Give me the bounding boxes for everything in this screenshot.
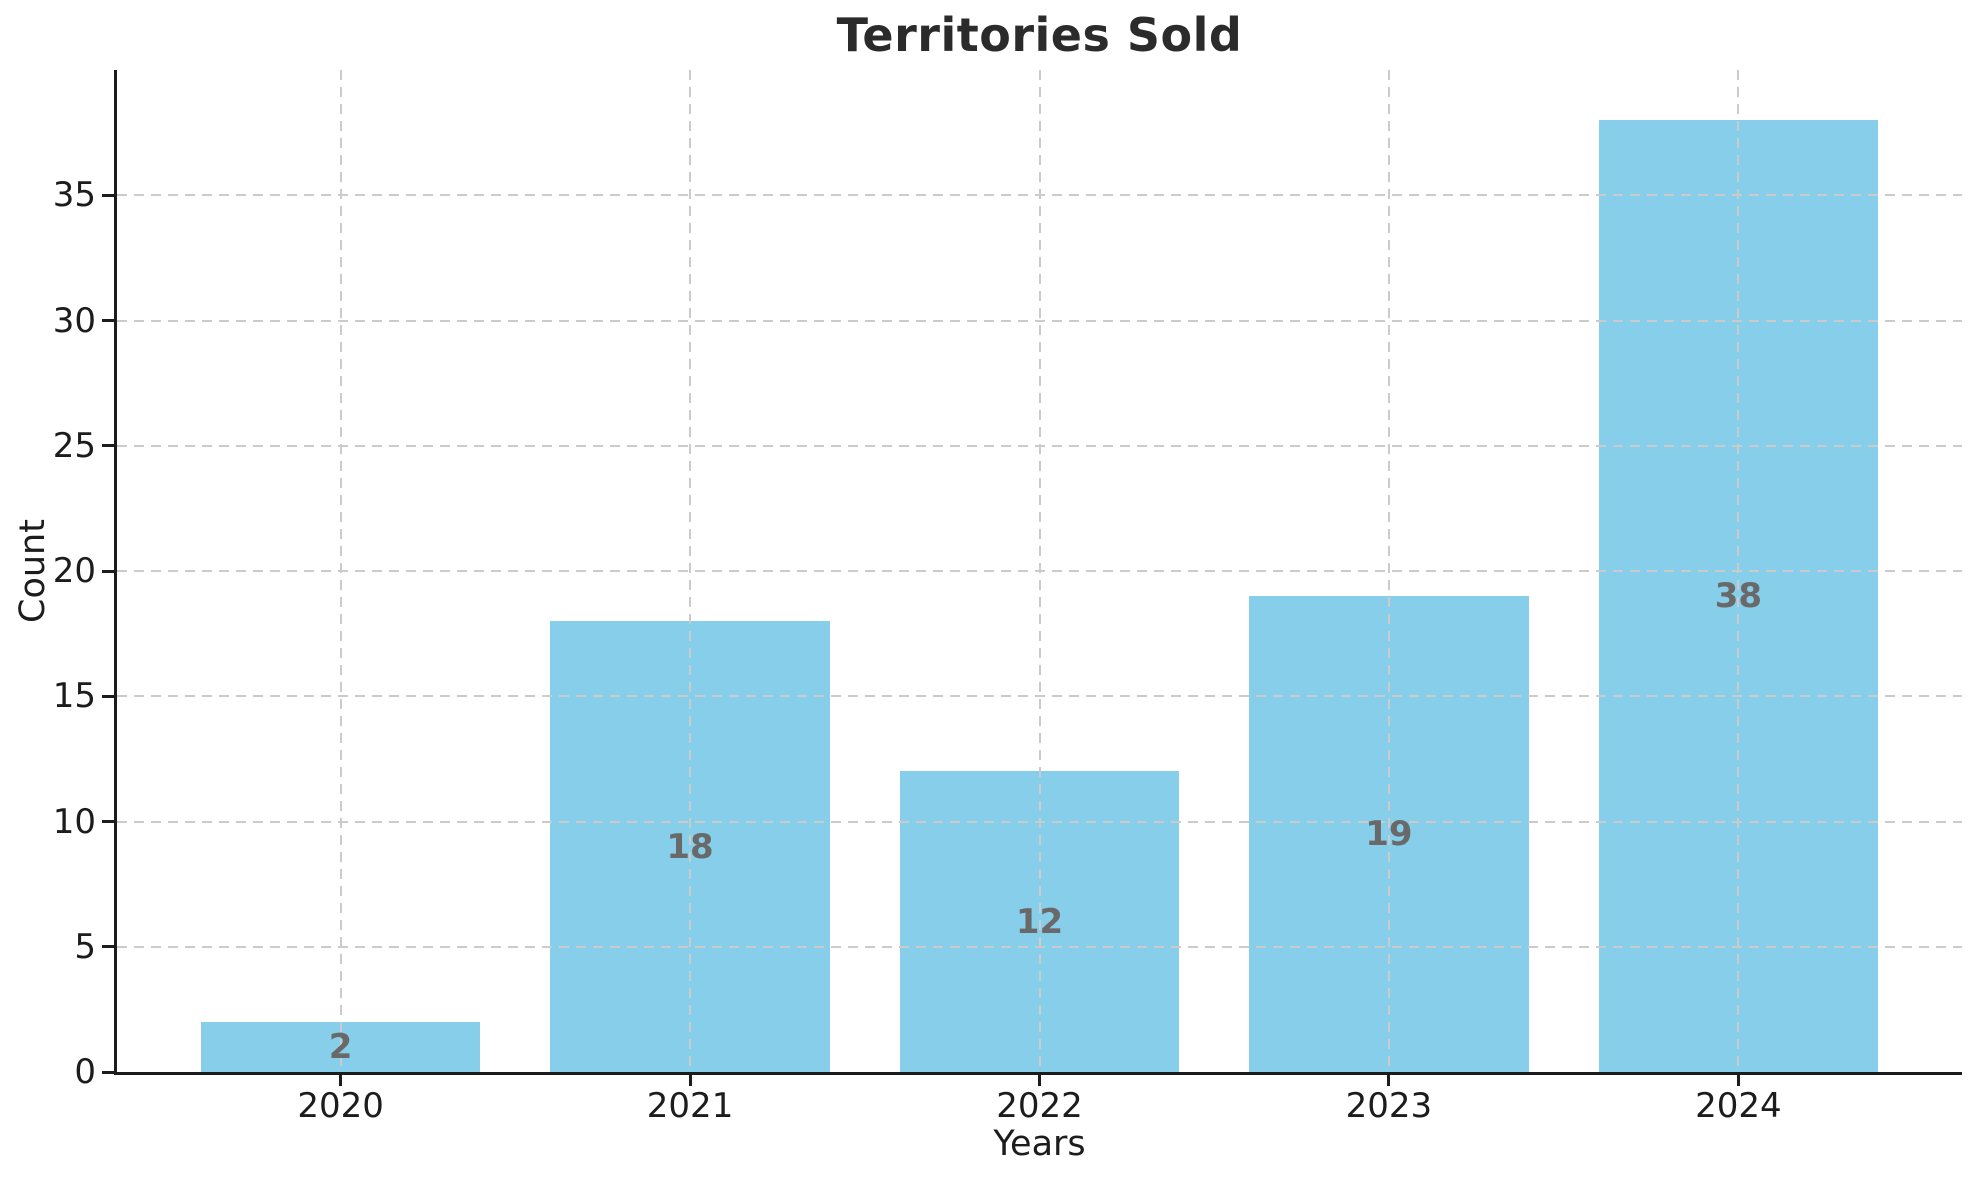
x-tick-mark-2022 <box>1038 1075 1041 1086</box>
gridline-vertical-2021 <box>689 70 692 1072</box>
y-tick-label-35: 35 <box>52 175 96 216</box>
x-tick-mark-2020 <box>339 1075 343 1086</box>
y-tick-label-5: 5 <box>74 926 96 967</box>
x-tick-mark-2024 <box>1736 1075 1740 1086</box>
x-tick-label-2021: 2021 <box>646 1086 734 1126</box>
x-tick-label-2024: 2024 <box>1695 1086 1782 1126</box>
bar-value-label-2020: 2 <box>328 1026 353 1067</box>
gridline-vertical-2022 <box>1038 70 1041 1072</box>
gridline-vertical-2020 <box>339 70 342 1072</box>
gridline-vertical-2023 <box>1387 70 1390 1072</box>
x-axis-label: Years <box>993 1124 1086 1164</box>
x-tick-mark-2021 <box>688 1075 692 1086</box>
y-tick-mark-5 <box>102 945 114 949</box>
y-tick-mark-10 <box>102 820 114 823</box>
y-tick-label-0: 0 <box>74 1052 96 1092</box>
plot-area: 2 18 12 19 38 <box>117 70 1962 1072</box>
y-tick-mark-25 <box>102 444 114 448</box>
y-tick-label-25: 25 <box>52 425 96 466</box>
gridline-vertical-2024 <box>1737 70 1740 1072</box>
chart-title: Territories Sold <box>836 8 1243 62</box>
y-tick-label-20: 20 <box>52 551 96 591</box>
y-tick-mark-35 <box>102 193 114 197</box>
bar-value-label-2022: 12 <box>1015 901 1064 942</box>
bar-value-label-2021: 18 <box>666 826 714 867</box>
x-tick-label-2023: 2023 <box>1345 1086 1433 1126</box>
y-tick-mark-30 <box>102 319 114 322</box>
x-tick-label-2022: 2022 <box>996 1086 1083 1126</box>
y-tick-mark-20 <box>102 569 114 573</box>
y-tick-label-15: 15 <box>52 676 96 717</box>
y-axis-spine <box>114 70 117 1075</box>
bar-value-label-2023: 19 <box>1365 814 1413 855</box>
y-tick-mark-0 <box>102 1070 114 1074</box>
y-tick-mark-15 <box>102 694 114 698</box>
x-tick-mark-2023 <box>1387 1075 1391 1086</box>
y-tick-label-10: 10 <box>52 801 96 842</box>
x-axis-spine <box>114 1072 1962 1075</box>
x-tick-label-2020: 2020 <box>297 1086 384 1126</box>
bar-value-label-2024: 38 <box>1714 576 1763 617</box>
y-tick-label-30: 30 <box>52 300 96 341</box>
